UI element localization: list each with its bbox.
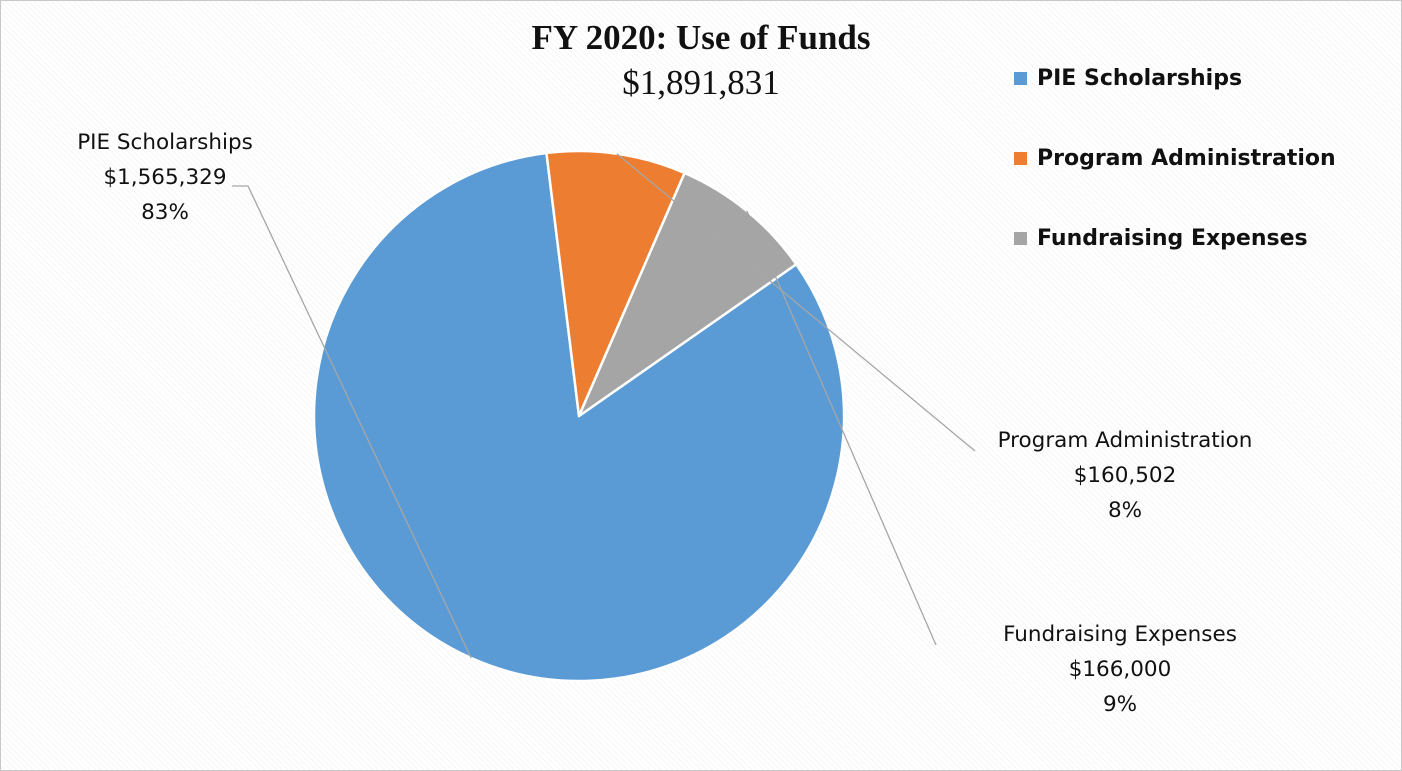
legend-label: Program Administration xyxy=(1037,145,1336,171)
legend-label: Fundraising Expenses xyxy=(1037,225,1308,251)
data-label-percent: 8% xyxy=(1107,498,1143,523)
data-label-value: $160,502 xyxy=(1073,463,1177,488)
data-label-name: PIE Scholarships xyxy=(77,130,253,155)
leader-line-pie-scholarships xyxy=(232,185,472,659)
data-label-name: Program Administration xyxy=(997,428,1253,453)
legend-item-pie-scholarships: PIE Scholarships xyxy=(1014,62,1336,94)
leader-line-fundraising-expenses xyxy=(746,210,937,646)
data-label-pie-scholarships: PIE Scholarships $1,565,329 83% xyxy=(55,125,275,230)
legend-swatch xyxy=(1014,231,1027,245)
data-label-value: $166,000 xyxy=(1068,657,1172,682)
legend-label: PIE Scholarships xyxy=(1037,65,1243,91)
chart-title: FY 2020: Use of Funds xyxy=(531,18,871,57)
data-label-percent: 9% xyxy=(1102,692,1138,717)
chart-legend: PIE Scholarships Program Administration … xyxy=(1014,62,1336,302)
legend-item-program-administration: Program Administration xyxy=(1014,142,1336,174)
legend-item-fundraising-expenses: Fundraising Expenses xyxy=(1014,222,1336,254)
data-label-value: $1,565,329 xyxy=(103,165,227,190)
pie-slice-fundraising-expenses xyxy=(577,171,798,418)
data-label-fundraising-expenses: Fundraising Expenses $166,000 9% xyxy=(985,617,1255,722)
data-label-percent: 83% xyxy=(141,200,189,225)
legend-swatch xyxy=(1014,71,1027,85)
data-label-program-administration: Program Administration $160,502 8% xyxy=(975,423,1275,528)
chart-subtitle: $1,891,831 xyxy=(622,63,780,102)
data-label-name: Fundraising Expenses xyxy=(1003,622,1237,647)
legend-swatch xyxy=(1014,151,1027,165)
leader-line-program-administration xyxy=(616,153,976,452)
pie-slices xyxy=(312,149,846,683)
leader-lines xyxy=(232,153,976,659)
